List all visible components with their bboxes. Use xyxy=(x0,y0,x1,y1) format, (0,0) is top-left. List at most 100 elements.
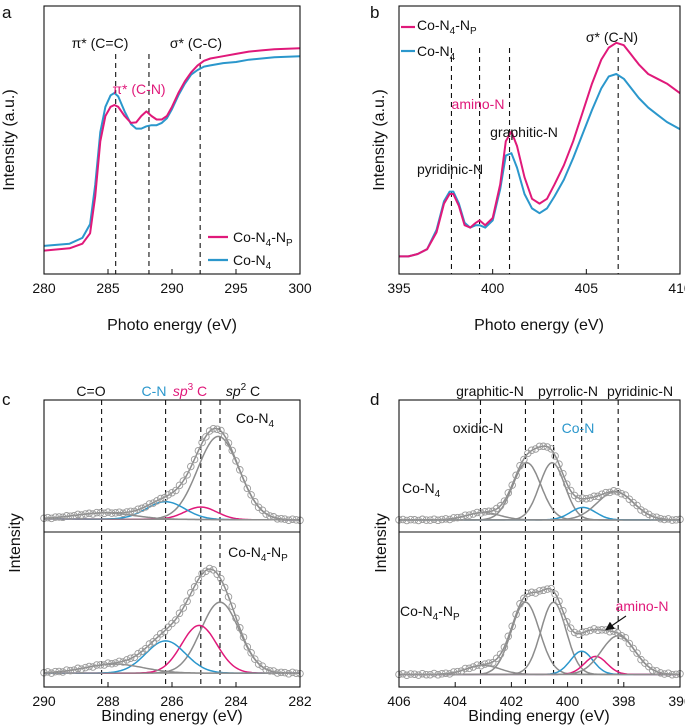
x-tick-label: 300 xyxy=(288,280,312,296)
data-point xyxy=(648,666,657,675)
data-point xyxy=(648,513,657,521)
data-point xyxy=(284,516,293,524)
data-point xyxy=(543,585,552,593)
data-point xyxy=(232,457,240,465)
data-point xyxy=(236,466,244,474)
data-point xyxy=(89,510,97,518)
data-point xyxy=(664,515,673,523)
data-point xyxy=(269,667,278,675)
plot-a-marks xyxy=(43,47,301,274)
data-point xyxy=(594,626,602,635)
x-tick-label: 396 xyxy=(668,693,685,709)
data-point xyxy=(535,442,544,451)
series-line-co-n4-np xyxy=(43,47,301,252)
legend-label-co-n4-np: Co-N4-NP xyxy=(417,17,477,37)
x-tick-label: 395 xyxy=(387,280,411,296)
data-point xyxy=(74,664,82,673)
data-point xyxy=(179,477,188,485)
data-point xyxy=(273,669,282,677)
data-point xyxy=(590,492,598,501)
data-point xyxy=(442,515,450,523)
data-point xyxy=(469,663,477,671)
data-point xyxy=(123,508,131,516)
data-point xyxy=(430,669,438,678)
data-point xyxy=(403,671,411,679)
annotation-graphitic-n-d: graphitic-N xyxy=(456,383,524,399)
plot-c-marks xyxy=(40,400,304,687)
data-point xyxy=(574,494,583,503)
data-point xyxy=(183,471,191,479)
plot-d-marks xyxy=(395,400,684,687)
data-point xyxy=(92,661,101,669)
data-point xyxy=(198,438,206,447)
data-point xyxy=(217,574,225,583)
data-point xyxy=(488,658,497,667)
x-ticks-b: 395 400 405 410 xyxy=(387,269,685,296)
data-point xyxy=(524,589,532,598)
data-point xyxy=(266,512,274,520)
data-point xyxy=(613,487,622,496)
data-point xyxy=(531,589,540,597)
data-point xyxy=(426,670,434,679)
annotation-co-n: Co-N xyxy=(562,420,595,436)
x-tick-label: 290 xyxy=(32,693,56,709)
data-point xyxy=(85,662,93,671)
data-point xyxy=(508,622,516,631)
data-point xyxy=(617,631,626,640)
data-point xyxy=(281,515,289,523)
legend-b: Co-N4-NP Co-N4 xyxy=(401,17,477,63)
data-point xyxy=(145,500,154,508)
data-point xyxy=(47,669,56,677)
data-point xyxy=(266,667,274,675)
data-point xyxy=(547,445,555,453)
data-point xyxy=(481,508,489,516)
data-point xyxy=(516,461,524,470)
data-point xyxy=(606,488,614,497)
data-point xyxy=(559,606,567,615)
data-point xyxy=(399,670,407,678)
data-point xyxy=(100,509,108,518)
data-point xyxy=(645,662,653,671)
data-point xyxy=(160,628,169,636)
data-point xyxy=(47,514,56,523)
data-point xyxy=(153,497,161,505)
data-point xyxy=(288,668,297,677)
data-point xyxy=(66,512,75,520)
panel-b: b 395 400 405 410 Photo energy (eV) Intensi… xyxy=(370,3,685,334)
x-ticks-d: 406 404 402 400 398 396 xyxy=(387,682,685,709)
x-tick-label: 280 xyxy=(32,280,56,296)
data-point xyxy=(500,497,509,505)
x-tick-label: 410 xyxy=(668,280,685,296)
x-tick-label: 400 xyxy=(556,693,580,709)
x-tick-label: 402 xyxy=(500,693,524,709)
data-point xyxy=(488,507,497,516)
data-point xyxy=(247,649,255,657)
data-point xyxy=(621,633,630,642)
data-point xyxy=(77,665,86,673)
x-ticks-a: 280 285 290 295 300 xyxy=(32,269,312,296)
data-point xyxy=(145,640,154,648)
annotation-oxidic-n: oxidic-N xyxy=(453,420,504,436)
annotation-sigma-cn: σ* (C-N) xyxy=(586,29,638,45)
data-point xyxy=(172,616,180,624)
data-point xyxy=(288,515,297,523)
data-point xyxy=(156,494,165,503)
data-point xyxy=(621,491,630,499)
data-point xyxy=(555,597,563,605)
data-point xyxy=(520,455,528,464)
data-point xyxy=(457,513,466,522)
data-point xyxy=(209,424,218,433)
data-point xyxy=(652,513,661,521)
data-point xyxy=(269,513,278,521)
data-point xyxy=(438,515,446,524)
data-point xyxy=(104,508,112,516)
data-point xyxy=(138,504,146,513)
x-tick-label: 286 xyxy=(160,693,184,709)
annotation-pyrrolic-n: pyrrolic-N xyxy=(538,383,598,399)
data-point xyxy=(92,508,101,517)
plot-b-marks xyxy=(399,41,681,274)
data-point xyxy=(496,502,505,510)
data-point xyxy=(566,624,575,632)
data-point xyxy=(586,626,594,635)
data-point xyxy=(81,510,90,518)
